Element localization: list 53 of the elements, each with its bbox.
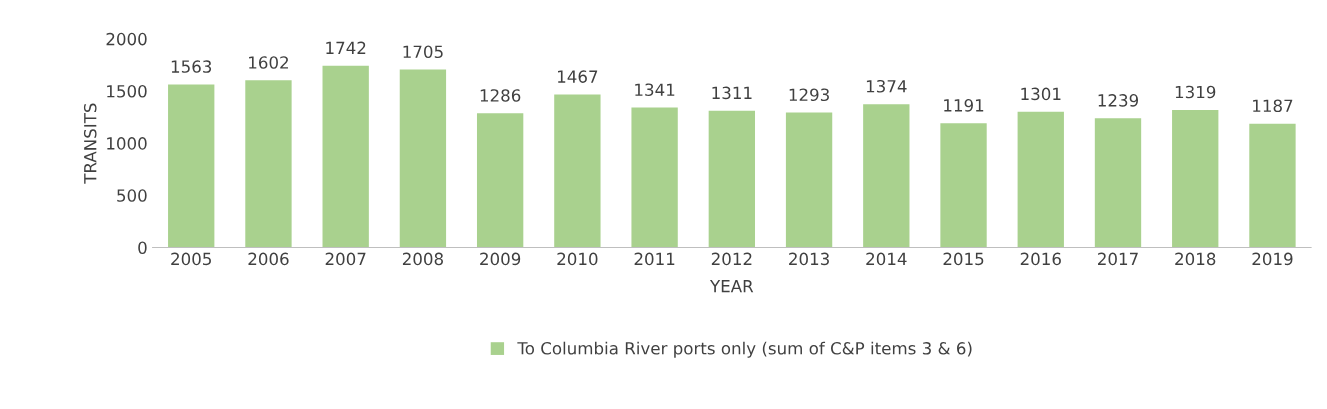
x-tick-label: 2010 [557, 252, 598, 266]
x-tick-label: 2012 [711, 252, 752, 266]
x-tick-label: 2005 [171, 252, 211, 266]
x-tick-label: 2019 [1252, 252, 1293, 266]
x-tick-label: 2016 [1020, 252, 1061, 266]
data-label: 1286 [480, 89, 521, 102]
data-label: 1467 [558, 70, 598, 83]
y-tick-label: 0 [138, 241, 147, 255]
y-tick-label: 2000 [106, 32, 147, 46]
bar [245, 80, 292, 248]
x-tick-label: 2008 [402, 252, 443, 266]
bar [168, 84, 215, 248]
y-tick-label: 1000 [107, 137, 147, 150]
bar [554, 94, 601, 248]
bar [708, 110, 756, 248]
bar [940, 123, 987, 248]
x-tick-label: 2017 [1098, 252, 1138, 266]
bar [1172, 109, 1219, 248]
x-tick-label: 2014 [866, 252, 907, 266]
bar [1094, 118, 1142, 248]
bar [863, 104, 910, 248]
x-tick-label: 2007 [325, 252, 366, 266]
bar [399, 69, 447, 248]
x-axis-title: YEAR [709, 280, 754, 293]
bar [631, 107, 678, 248]
bar [1017, 111, 1064, 248]
data-label: 1742 [326, 41, 366, 54]
data-label: 1301 [1021, 87, 1061, 101]
data-label: 1311 [712, 86, 752, 100]
data-label: 1341 [635, 83, 675, 97]
data-label: 1187 [1253, 99, 1293, 113]
data-label: 1705 [403, 45, 443, 59]
bar [476, 113, 524, 248]
data-label: 1374 [866, 79, 907, 93]
y-tick-label: 500 [117, 189, 147, 202]
x-tick-label: 2018 [1175, 252, 1216, 266]
legend-label: To Columbia River ports only (sum of C&P items 3 & 6) [517, 341, 972, 358]
bar [785, 112, 833, 248]
x-tick-label: 2011 [634, 252, 675, 266]
x-tick-label: 2009 [480, 252, 521, 266]
x-tick-label: 2015 [943, 252, 984, 266]
data-label: 1191 [944, 99, 984, 112]
bar [322, 65, 369, 248]
y-tick-label: 1500 [107, 84, 147, 98]
data-label: 1602 [249, 56, 288, 69]
y-axis-title: TRANSITS [83, 103, 97, 184]
x-tick-label: 2013 [789, 252, 829, 266]
data-label: 1319 [1175, 85, 1216, 99]
data-label: 1293 [789, 88, 829, 102]
bar [1249, 123, 1296, 248]
data-label: 1239 [1098, 94, 1139, 107]
x-tick-label: 2006 [248, 252, 289, 266]
data-label: 1563 [171, 60, 212, 73]
